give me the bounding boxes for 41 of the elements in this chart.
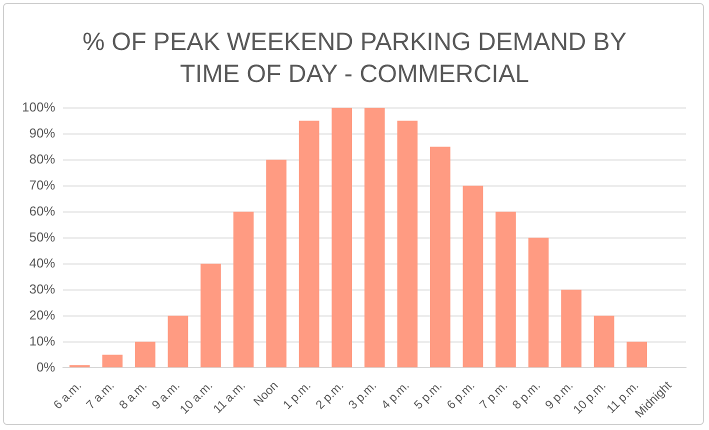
bar (168, 316, 188, 368)
y-tick-label: 70% (29, 177, 56, 192)
y-tick-label: 90% (29, 125, 56, 140)
y-tick-label: 0% (36, 359, 56, 374)
bar (462, 186, 484, 368)
y-tick-label: 20% (29, 307, 56, 322)
y-tick-label: 10% (29, 333, 56, 348)
bar (135, 342, 156, 368)
y-tick-label: 80% (29, 151, 56, 166)
bar (397, 120, 418, 368)
x-tick-label: 6 p.m. (444, 378, 478, 412)
bar (430, 146, 450, 368)
x-tick-label: 10 p.m. (570, 378, 609, 417)
bar (233, 212, 254, 368)
x-tick-label: 4 p.m. (378, 378, 412, 412)
bar (496, 212, 516, 368)
bar (528, 238, 549, 368)
y-tick-label: 30% (29, 281, 56, 296)
x-tick-label: 3 p.m. (346, 378, 380, 412)
bar (298, 120, 320, 368)
y-tick-label: 60% (29, 203, 56, 218)
x-tick-label: 7 p.m. (476, 378, 510, 412)
x-tick-label: 6 a.m. (50, 378, 84, 412)
bar (626, 342, 647, 368)
bar (594, 316, 614, 368)
chart-title: % OF PEAK WEEKEND PARKING DEMAND BY TIME OF DAY - COMMERCIAL (81, 27, 628, 90)
bar (266, 160, 286, 368)
x-tick-label: 8 a.m. (116, 378, 150, 412)
x-tick-label: 5 p.m. (411, 378, 445, 412)
x-tick-label: 8 p.m. (509, 378, 543, 412)
bar (364, 108, 385, 368)
y-tick-label: 100% (22, 99, 56, 114)
x-tick-label: 7 a.m. (83, 378, 117, 412)
x-tick-label: 2 p.m. (312, 378, 346, 412)
bar (200, 264, 221, 368)
bar (561, 290, 582, 368)
bar (102, 354, 123, 368)
y-tick-label: 50% (29, 229, 56, 244)
x-tick-label: 1 p.m. (280, 378, 314, 412)
y-tick-label: 40% (29, 255, 56, 270)
bar (332, 108, 352, 368)
